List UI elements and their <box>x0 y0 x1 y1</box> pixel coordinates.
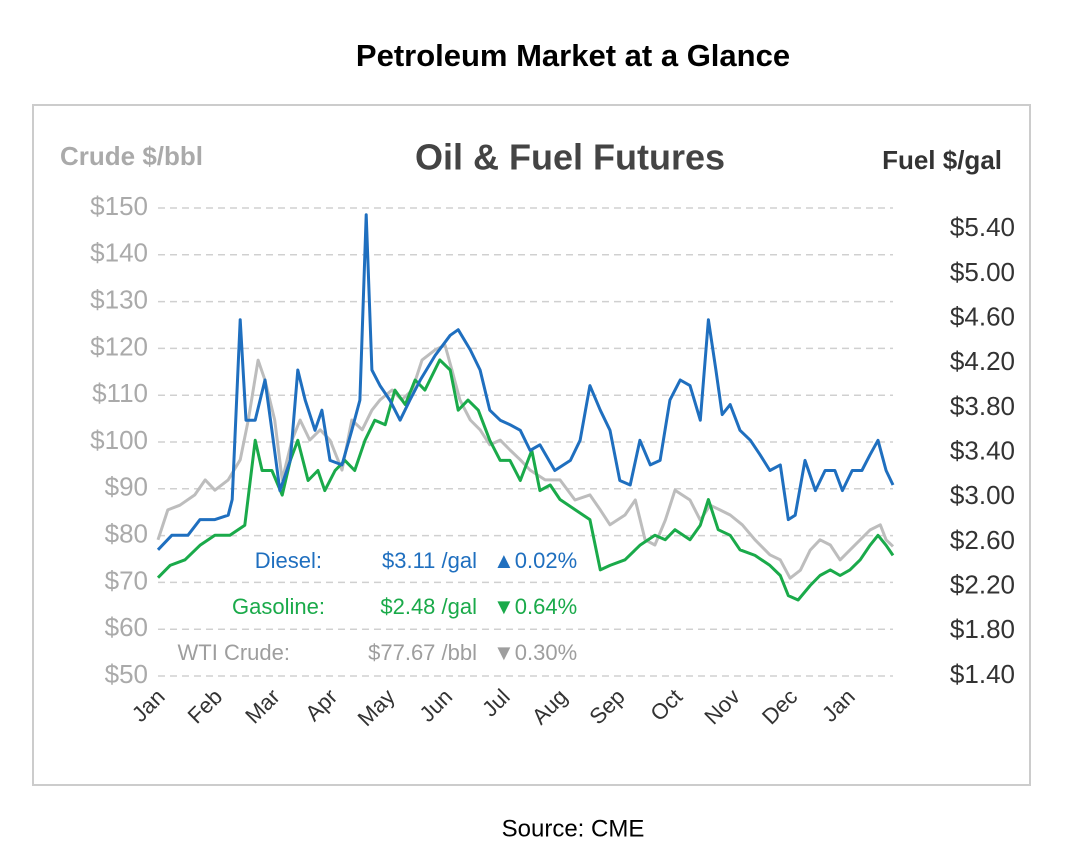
annotation-change: ▲0.02% <box>493 548 577 573</box>
y-tick-label: $110 <box>92 378 148 408</box>
y2-tick-label: $1.40 <box>950 659 1015 689</box>
page-title: Petroleum Market at a Glance <box>356 38 790 73</box>
chart-frame <box>32 104 1031 786</box>
y2-tick-label: $2.60 <box>950 525 1015 555</box>
y-tick-label: $70 <box>105 565 148 595</box>
y2-tick-label: $4.60 <box>950 301 1015 331</box>
annotation-price: $77.67 /bbl <box>368 640 477 665</box>
series-line <box>156 343 895 580</box>
annotation-label: Gasoline: <box>232 594 325 619</box>
y-tick-label: $140 <box>90 238 148 268</box>
annotation-price: $3.11 /gal <box>382 548 477 573</box>
annotation-label: Diesel: <box>255 548 322 573</box>
y2-tick-label: $2.20 <box>950 570 1015 600</box>
y2-tick-label: $3.00 <box>950 480 1015 510</box>
y2-tick-label: $5.40 <box>950 212 1015 242</box>
y-tick-label: $80 <box>105 518 148 548</box>
y-tick-label: $120 <box>90 331 148 361</box>
y2-tick-label: $3.40 <box>950 435 1015 465</box>
y2-axis-title: Fuel $/gal <box>882 145 1002 175</box>
source: Source: CME <box>502 815 645 842</box>
y2-tick-label: $5.00 <box>950 257 1015 287</box>
y2-tick-label: $1.80 <box>950 614 1015 644</box>
annotation-price: $2.48 /gal <box>380 594 477 619</box>
y-tick-label: $60 <box>105 612 148 642</box>
y2-tick-label: $3.80 <box>950 391 1015 421</box>
y-tick-label: $100 <box>90 425 148 455</box>
y-axis-title: Crude $/bbl <box>60 141 203 171</box>
series-line <box>156 358 895 602</box>
series-line <box>156 213 895 551</box>
annotation-change: ▼0.30% <box>493 640 577 665</box>
y-tick-label: $130 <box>90 284 148 314</box>
chart-title: Oil & Fuel Futures <box>415 137 725 178</box>
y2-tick-label: $4.20 <box>950 346 1015 376</box>
y-tick-label: $50 <box>105 659 148 689</box>
annotation-label: WTI Crude: <box>178 640 290 665</box>
annotation-change: ▼0.64% <box>493 594 577 619</box>
y-tick-label: $150 <box>90 191 148 221</box>
y-tick-label: $90 <box>105 472 148 502</box>
